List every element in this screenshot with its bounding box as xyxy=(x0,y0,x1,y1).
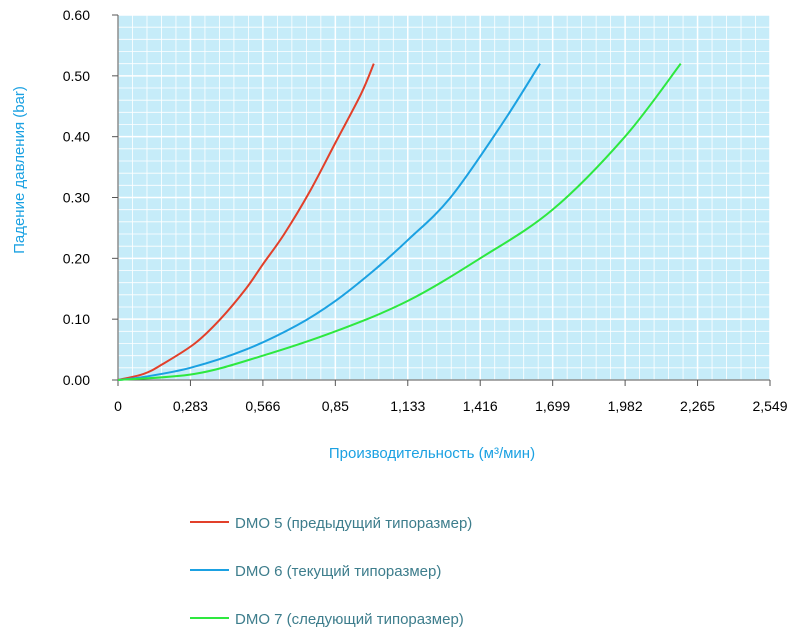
legend-label-dmo6: DMO 6 (текущий типоразмер) xyxy=(235,563,441,580)
y-tick-label: 0.20 xyxy=(63,250,90,266)
legend-label-dmo7: DMO 7 (следующий типоразмер) xyxy=(235,611,464,628)
y-tick-label: 0.10 xyxy=(63,311,90,327)
x-tick-label: 1,982 xyxy=(608,398,643,414)
x-tick-label: 1,416 xyxy=(463,398,498,414)
x-tick-label: 1,133 xyxy=(390,398,425,414)
legend: DMO 5 (предыдущий типоразмер) DMO 6 (тек… xyxy=(190,515,472,628)
x-tick-label: 0 xyxy=(114,398,122,414)
y-tick-label: 0.40 xyxy=(63,129,90,145)
legend-label-dmo5: DMO 5 (предыдущий типоразмер) xyxy=(235,515,472,532)
x-tick-label: 0,566 xyxy=(245,398,280,414)
grid xyxy=(117,14,771,381)
series-lines xyxy=(117,63,682,381)
x-tick-label: 2,265 xyxy=(680,398,715,414)
x-tick-label: 1,699 xyxy=(535,398,570,414)
y-tick-label: 0.60 xyxy=(63,7,90,23)
y-tick-labels: 0.00 0.10 0.20 0.30 0.40 0.50 0.60 xyxy=(63,7,90,388)
series-line-dmo5 xyxy=(117,63,375,381)
series-line-dmo7 xyxy=(117,63,682,381)
x-tick-label: 0,85 xyxy=(322,398,349,414)
x-tick-label: 2,549 xyxy=(752,398,787,414)
series-line-dmo6 xyxy=(117,63,541,381)
y-tick-label: 0.30 xyxy=(63,190,90,206)
y-axis-title: Падение давления (bar) xyxy=(11,86,28,254)
axes xyxy=(112,14,771,386)
y-tick-label: 0.50 xyxy=(63,68,90,84)
x-tick-label: 0,283 xyxy=(173,398,208,414)
x-tick-labels: 0 0,283 0,566 0,85 1,133 1,416 1,699 1,982 2,265… xyxy=(114,398,788,414)
y-tick-label: 0.00 xyxy=(63,372,90,388)
x-axis-title: Производительность (м³/мин) xyxy=(329,445,535,462)
